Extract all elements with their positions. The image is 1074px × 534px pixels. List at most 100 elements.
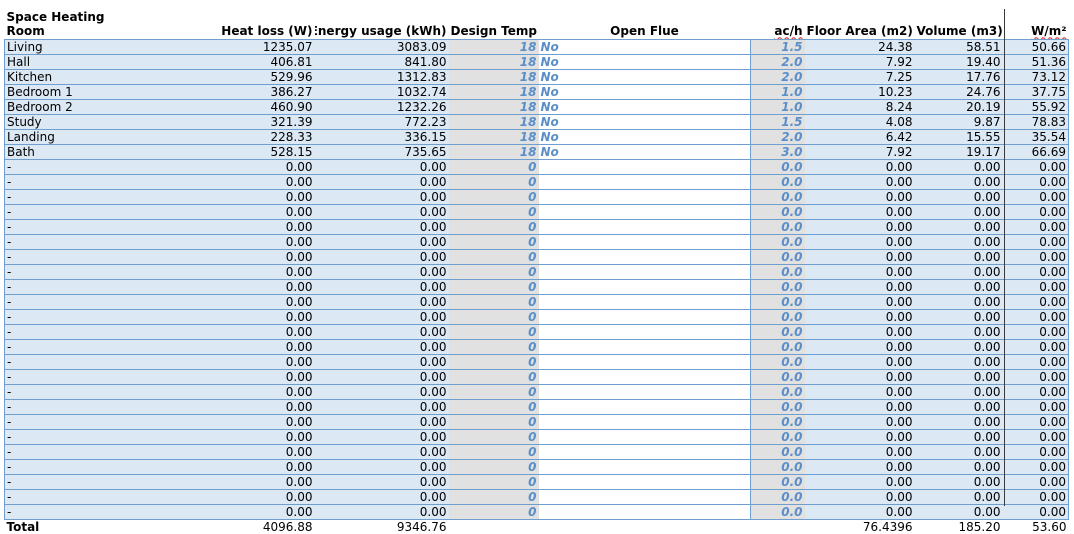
design-temp-cell[interactable]: 0 [448,429,539,445]
wm2-cell[interactable]: 0.00 [1002,444,1069,460]
design-temp-cell[interactable]: 0 [448,264,539,280]
heat-loss-cell[interactable]: 0.00 [152,159,315,175]
floor-area-cell[interactable]: 0.00 [804,219,915,235]
open-flue-cell[interactable] [538,489,751,505]
heat-loss-cell[interactable]: 321.39 [152,114,315,130]
ach-cell[interactable]: 0.0 [750,339,805,355]
open-flue-cell[interactable]: No [538,144,751,160]
volume-cell[interactable]: 0.00 [914,384,1003,400]
energy-usage-cell[interactable]: 0.00 [314,189,449,205]
room-cell[interactable]: - [4,264,153,280]
open-flue-cell[interactable] [538,444,751,460]
design-temp-cell[interactable]: 0 [448,174,539,190]
open-flue-cell[interactable] [538,414,751,430]
energy-usage-cell[interactable]: 0.00 [314,219,449,235]
open-flue-cell[interactable]: No [538,54,751,70]
ach-cell[interactable]: 0.0 [750,309,805,325]
ach-cell[interactable]: 0.0 [750,279,805,295]
floor-area-cell[interactable]: 0.00 [804,309,915,325]
design-temp-cell[interactable]: 18 [448,114,539,130]
open-flue-cell[interactable] [538,234,751,250]
floor-area-cell[interactable]: 8.24 [804,99,915,115]
energy-usage-cell[interactable]: 3083.09 [314,39,449,55]
header-floor-area[interactable]: Floor Area (m2) [804,24,915,40]
floor-area-cell[interactable]: 24.38 [804,39,915,55]
room-cell[interactable]: - [4,309,153,325]
room-cell[interactable]: Living [4,39,153,55]
energy-usage-cell[interactable]: 0.00 [314,204,449,220]
design-temp-cell[interactable]: 18 [448,69,539,85]
volume-cell[interactable]: 0.00 [914,219,1003,235]
design-temp-cell[interactable]: 0 [448,159,539,175]
wm2-cell[interactable]: 0.00 [1002,399,1069,415]
energy-usage-cell[interactable]: 735.65 [314,144,449,160]
volume-cell[interactable]: 19.17 [914,144,1003,160]
energy-usage-cell[interactable]: 0.00 [314,339,449,355]
wm2-cell[interactable]: 0.00 [1002,474,1069,490]
header-design-temp[interactable]: Design Temp [448,24,539,40]
energy-usage-cell[interactable]: 0.00 [314,264,449,280]
heat-loss-cell[interactable]: 0.00 [152,279,315,295]
design-temp-cell[interactable]: 0 [448,309,539,325]
volume-cell[interactable]: 0.00 [914,339,1003,355]
ach-cell[interactable]: 1.0 [750,84,805,100]
floor-area-cell[interactable]: 7.92 [804,144,915,160]
energy-usage-cell[interactable]: 336.15 [314,129,449,145]
design-temp-cell[interactable]: 18 [448,129,539,145]
heat-loss-cell[interactable]: 0.00 [152,219,315,235]
energy-usage-cell[interactable]: 0.00 [314,414,449,430]
energy-usage-cell[interactable]: 1032.74 [314,84,449,100]
design-temp-cell[interactable]: 18 [448,84,539,100]
total-floor-area[interactable]: 76.4396 [862,519,913,534]
design-temp-cell[interactable]: 0 [448,459,539,475]
wm2-cell[interactable]: 0.00 [1002,234,1069,250]
empty-cell[interactable] [751,519,805,534]
volume-cell[interactable]: 0.00 [914,309,1003,325]
empty-cell[interactable] [539,519,751,534]
open-flue-cell[interactable]: No [538,99,751,115]
heat-loss-cell[interactable]: 0.00 [152,309,315,325]
design-temp-cell[interactable]: 0 [448,219,539,235]
open-flue-cell[interactable]: No [538,84,751,100]
heat-loss-cell[interactable]: 228.33 [152,129,315,145]
open-flue-cell[interactable]: No [538,39,751,55]
heat-loss-cell[interactable]: 0.00 [152,489,315,505]
energy-usage-cell[interactable]: 0.00 [314,504,449,520]
room-cell[interactable]: - [4,444,153,460]
heat-loss-cell[interactable]: 0.00 [152,264,315,280]
design-temp-cell[interactable]: 0 [448,444,539,460]
design-temp-cell[interactable]: 0 [448,339,539,355]
wm2-cell[interactable]: 0.00 [1002,384,1069,400]
heat-loss-cell[interactable]: 0.00 [152,174,315,190]
wm2-cell[interactable]: 0.00 [1002,159,1069,175]
design-temp-cell[interactable]: 0 [448,354,539,370]
open-flue-cell[interactable]: No [538,69,751,85]
room-cell[interactable]: - [4,429,153,445]
energy-usage-cell[interactable]: 0.00 [314,474,449,490]
floor-area-cell[interactable]: 4.08 [804,114,915,130]
floor-area-cell[interactable]: 0.00 [804,279,915,295]
open-flue-cell[interactable] [538,474,751,490]
heat-loss-cell[interactable]: 406.81 [152,54,315,70]
ach-cell[interactable]: 2.0 [750,54,805,70]
energy-usage-cell[interactable]: 1312.83 [314,69,449,85]
wm2-cell[interactable]: 0.00 [1002,204,1069,220]
floor-area-cell[interactable]: 0.00 [804,474,915,490]
heat-loss-cell[interactable]: 0.00 [152,414,315,430]
design-temp-cell[interactable]: 0 [448,474,539,490]
heat-loss-cell[interactable]: 0.00 [152,354,315,370]
volume-cell[interactable]: 0.00 [914,204,1003,220]
volume-cell[interactable]: 0.00 [914,264,1003,280]
wm2-cell[interactable]: 0.00 [1002,264,1069,280]
ach-cell[interactable]: 0.0 [750,444,805,460]
design-temp-cell[interactable]: 0 [448,189,539,205]
heat-loss-cell[interactable]: 0.00 [152,384,315,400]
heat-loss-cell[interactable]: 0.00 [152,399,315,415]
room-cell[interactable]: Bath [4,144,153,160]
ach-cell[interactable]: 0.0 [750,414,805,430]
ach-cell[interactable]: 0.0 [750,354,805,370]
volume-cell[interactable]: 58.51 [914,39,1003,55]
heat-loss-cell[interactable]: 460.90 [152,99,315,115]
open-flue-cell[interactable] [538,354,751,370]
energy-usage-cell[interactable]: 772.23 [314,114,449,130]
